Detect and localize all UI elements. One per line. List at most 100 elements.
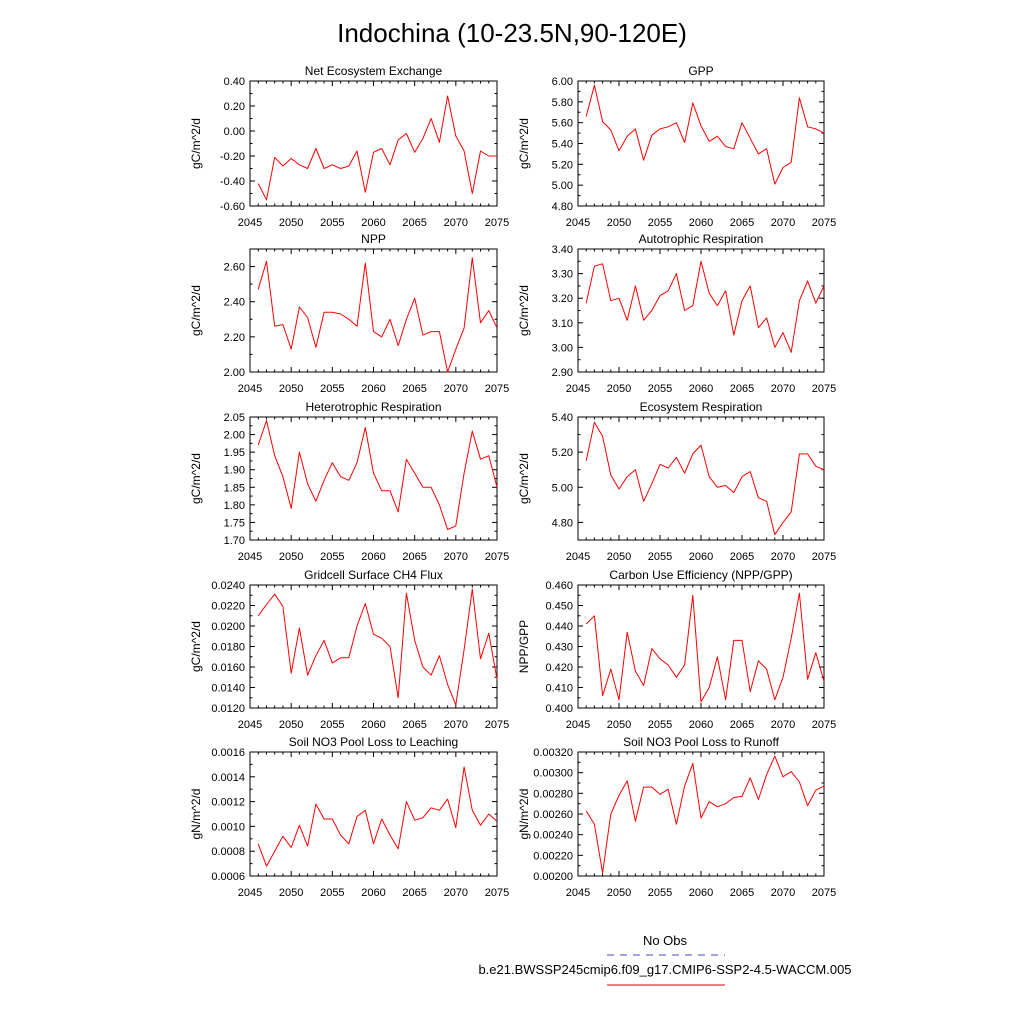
xtick-label-nee: 2060 xyxy=(361,217,385,229)
ytick-label-ar: 3.40 xyxy=(552,244,573,256)
ytick-label-ch4: 0.0160 xyxy=(211,662,245,674)
xtick-label-gpp: 2050 xyxy=(607,217,631,229)
frame-npp xyxy=(249,248,498,373)
legend: No Obs b.e21.BWSSP245cmip6.f09_g17.CMIP6… xyxy=(478,933,852,986)
ytick-label-ar: 2.90 xyxy=(552,367,573,379)
xtick-label-gpp: 2045 xyxy=(566,217,590,229)
xtick-label-ch4: 2045 xyxy=(238,719,262,731)
ytick-label-ch4: 0.0200 xyxy=(211,621,245,633)
series-line-leach xyxy=(257,766,498,867)
panel-title-runoff: Soil NO3 Pool Loss to Runoff xyxy=(623,735,780,749)
xtick-label-hr: 2045 xyxy=(238,551,262,563)
xtick-label-nee: 2050 xyxy=(279,217,303,229)
frame-runoff xyxy=(577,751,825,877)
ylabel-nee: gC/m^2/d xyxy=(189,118,203,169)
xtick-label-leach: 2050 xyxy=(279,887,303,899)
ytick-label-nee: -0.40 xyxy=(220,176,245,188)
series-line-ch4 xyxy=(257,588,498,706)
xtick-label-nee: 2055 xyxy=(320,217,344,229)
ytick-label-hr: 1.75 xyxy=(224,517,245,529)
xtick-label-er: 2065 xyxy=(730,551,754,563)
xtick-label-npp: 2060 xyxy=(361,383,385,395)
ytick-label-runoff: 0.00280 xyxy=(533,788,573,800)
xtick-label-ch4: 2075 xyxy=(485,719,509,731)
panel-title-npp: NPP xyxy=(361,232,386,246)
ylabel-er: gC/m^2/d xyxy=(517,453,531,504)
xtick-label-ch4: 2050 xyxy=(279,719,303,731)
panel-title-ch4: Gridcell Surface CH4 Flux xyxy=(304,568,443,582)
xtick-label-ar: 2070 xyxy=(771,383,795,395)
frame-er xyxy=(577,416,825,541)
panel-hr: Heterotrophic Respiration gC/m^2/d 2045 205… xyxy=(189,400,509,563)
xtick-label-gpp: 2075 xyxy=(812,217,836,229)
xtick-label-er: 2055 xyxy=(648,551,672,563)
ytick-label-npp: 2.20 xyxy=(224,332,245,344)
series-line-hr xyxy=(257,420,498,530)
ytick-label-er: 5.00 xyxy=(552,482,573,494)
ytick-label-leach: 0.0008 xyxy=(211,846,245,858)
ytick-label-nee: -0.20 xyxy=(220,151,245,163)
xtick-label-npp: 2065 xyxy=(402,383,426,395)
panel-title-ar: Autotrophic Respiration xyxy=(639,232,764,246)
xtick-label-runoff: 2045 xyxy=(566,887,590,899)
ytick-label-ar: 3.10 xyxy=(552,318,573,330)
xtick-label-nee: 2065 xyxy=(402,217,426,229)
xtick-label-npp: 2055 xyxy=(320,383,344,395)
series-line-cue xyxy=(585,592,825,703)
ytick-label-hr: 1.80 xyxy=(224,500,245,512)
xtick-label-leach: 2060 xyxy=(361,887,385,899)
xtick-label-leach: 2075 xyxy=(485,887,509,899)
xtick-label-cue: 2060 xyxy=(689,719,713,731)
frame-gpp xyxy=(577,80,825,207)
ytick-label-nee: 0.00 xyxy=(224,126,245,138)
legend-label-model-run: b.e21.BWSSP245cmip6.f09_g17.CMIP6-SSP2-4… xyxy=(478,962,851,977)
frame-cue xyxy=(577,584,825,709)
xtick-label-gpp: 2065 xyxy=(730,217,754,229)
ytick-label-gpp: 4.80 xyxy=(552,201,573,213)
ytick-label-gpp: 6.00 xyxy=(552,76,573,88)
xtick-label-er: 2060 xyxy=(689,551,713,563)
ytick-label-npp: 2.00 xyxy=(224,367,245,379)
panel-leach: Soil NO3 Pool Loss to Leaching gN/m^2/d 20… xyxy=(189,735,509,899)
legend-label-no-obs: No Obs xyxy=(643,933,688,948)
xtick-label-npp: 2045 xyxy=(238,383,262,395)
ylabel-leach: gN/m^2/d xyxy=(189,789,203,840)
xtick-label-leach: 2045 xyxy=(238,887,262,899)
xtick-label-cue: 2055 xyxy=(648,719,672,731)
ytick-label-leach: 0.0012 xyxy=(211,797,245,809)
xtick-label-ch4: 2070 xyxy=(444,719,468,731)
ytick-label-gpp: 5.80 xyxy=(552,97,573,109)
frame-hr xyxy=(249,416,498,541)
xtick-label-er: 2045 xyxy=(566,551,590,563)
figure-title: Indochina (10-23.5N,90-120E) xyxy=(337,18,687,48)
xtick-label-ch4: 2065 xyxy=(402,719,426,731)
ytick-label-runoff: 0.00240 xyxy=(533,830,573,842)
ytick-label-er: 4.80 xyxy=(552,517,573,529)
frame-leach xyxy=(249,751,498,877)
panel-title-nee: Net Ecosystem Exchange xyxy=(305,64,443,78)
xtick-label-runoff: 2065 xyxy=(730,887,754,899)
xtick-label-leach: 2055 xyxy=(320,887,344,899)
xtick-label-gpp: 2055 xyxy=(648,217,672,229)
xtick-label-ar: 2055 xyxy=(648,383,672,395)
ytick-label-npp: 2.60 xyxy=(224,262,245,274)
ytick-label-er: 5.40 xyxy=(552,412,573,424)
series-line-npp xyxy=(257,257,498,373)
xtick-label-er: 2070 xyxy=(771,551,795,563)
xtick-label-cue: 2050 xyxy=(607,719,631,731)
ytick-label-runoff: 0.00260 xyxy=(533,809,573,821)
ytick-label-leach: 0.0014 xyxy=(211,772,245,784)
ytick-label-runoff: 0.00300 xyxy=(533,768,573,780)
xtick-label-cue: 2045 xyxy=(566,719,590,731)
ytick-label-nee: 0.40 xyxy=(224,76,245,88)
xtick-label-ch4: 2060 xyxy=(361,719,385,731)
xtick-label-npp: 2050 xyxy=(279,383,303,395)
ytick-label-hr: 1.85 xyxy=(224,482,245,494)
panel-title-hr: Heterotrophic Respiration xyxy=(305,400,441,414)
series-line-gpp xyxy=(585,84,825,185)
ytick-label-leach: 0.0016 xyxy=(211,747,245,759)
ytick-label-runoff: 0.00200 xyxy=(533,871,573,883)
ytick-label-ar: 3.00 xyxy=(552,342,573,354)
ytick-label-ch4: 0.0120 xyxy=(211,703,245,715)
xtick-label-gpp: 2070 xyxy=(771,217,795,229)
